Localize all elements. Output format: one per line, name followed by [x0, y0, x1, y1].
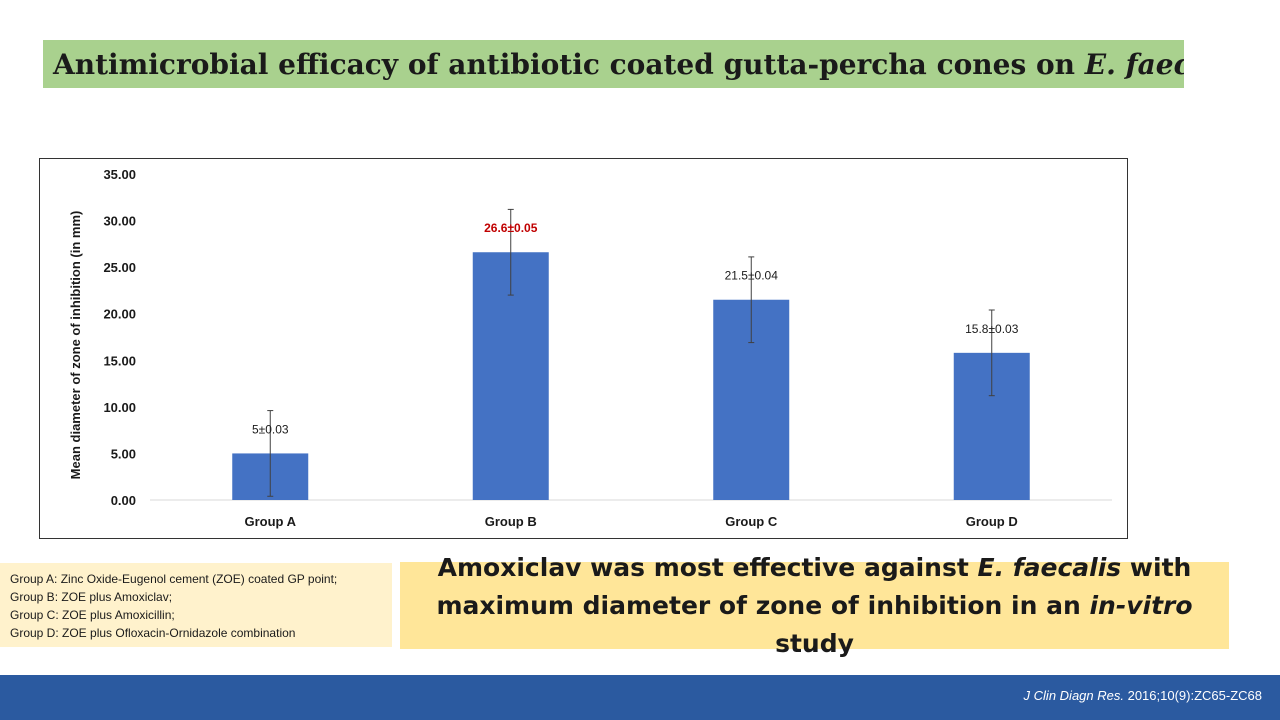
y-tick-label: 20.00	[103, 307, 136, 322]
slide-title-text: Antimicrobial efficacy of antibiotic coa…	[53, 47, 1076, 81]
legend-item-group-b: Group B: ZOE plus Amoxiclav;	[10, 590, 173, 604]
slide-title: Antimicrobial efficacy of antibiotic coa…	[43, 40, 1184, 88]
x-tick-label: Group B	[485, 514, 537, 529]
citation: J Clin Diagn Res. 2016;10(9):ZC65-ZC68	[1024, 688, 1262, 703]
slide-title-organism: E. faecalis	[1084, 47, 1184, 81]
y-tick-label: 35.00	[103, 167, 136, 182]
bar-chart: Mean diameter of zone of inhibition (in …	[39, 158, 1128, 539]
footer-bar: J Clin Diagn Res. 2016;10(9):ZC65-ZC68	[0, 675, 1280, 720]
conclusion-line-1: Amoxiclav was most effective against E. …	[438, 549, 1192, 587]
y-axis-title: Mean diameter of zone of inhibition (in …	[68, 211, 83, 480]
citation-details: 2016;10(9):ZC65-ZC68	[1123, 688, 1262, 703]
x-tick-label: Group C	[725, 514, 778, 529]
conclusion-line-2: maximum diameter of zone of inhibition i…	[400, 587, 1229, 663]
conclusion-callout: Amoxiclav was most effective against E. …	[400, 553, 1229, 658]
legend-item-group-c: Group C: ZOE plus Amoxicillin;	[10, 608, 175, 622]
y-tick-label: 30.00	[103, 214, 136, 229]
data-label: 21.5±0.04	[725, 269, 779, 283]
data-label: 5±0.03	[252, 422, 289, 436]
x-tick-label: Group A	[244, 514, 296, 529]
y-tick-label: 15.00	[103, 353, 136, 368]
group-legend: Group A: Zinc Oxide-Eugenol cement (ZOE)…	[0, 563, 392, 647]
conclusion-study-type: in-vitro	[1089, 590, 1193, 620]
conclusion-text: maximum diameter of zone of inhibition i…	[436, 590, 1090, 620]
legend-item-group-d: Group D: ZOE plus Ofloxacin-Ornidazole c…	[10, 626, 296, 640]
y-tick-label: 10.00	[103, 400, 136, 415]
bar-chart-svg: Mean diameter of zone of inhibition (in …	[68, 167, 1112, 529]
data-label: 26.6±0.05	[484, 221, 538, 235]
conclusion-organism: E. faecalis	[977, 552, 1122, 582]
y-tick-label: 0.00	[111, 493, 136, 508]
conclusion-text: Amoxiclav was most effective against	[437, 552, 978, 582]
legend-item-group-a: Group A: Zinc Oxide-Eugenol cement (ZOE)…	[10, 572, 338, 586]
conclusion-text: study	[775, 628, 854, 658]
y-tick-label: 25.00	[103, 260, 136, 275]
citation-journal: J Clin Diagn Res.	[1023, 688, 1124, 703]
data-label: 15.8±0.03	[965, 322, 1019, 336]
x-tick-label: Group D	[966, 514, 1018, 529]
conclusion-text: with	[1121, 552, 1192, 582]
y-tick-label: 5.00	[111, 446, 136, 461]
